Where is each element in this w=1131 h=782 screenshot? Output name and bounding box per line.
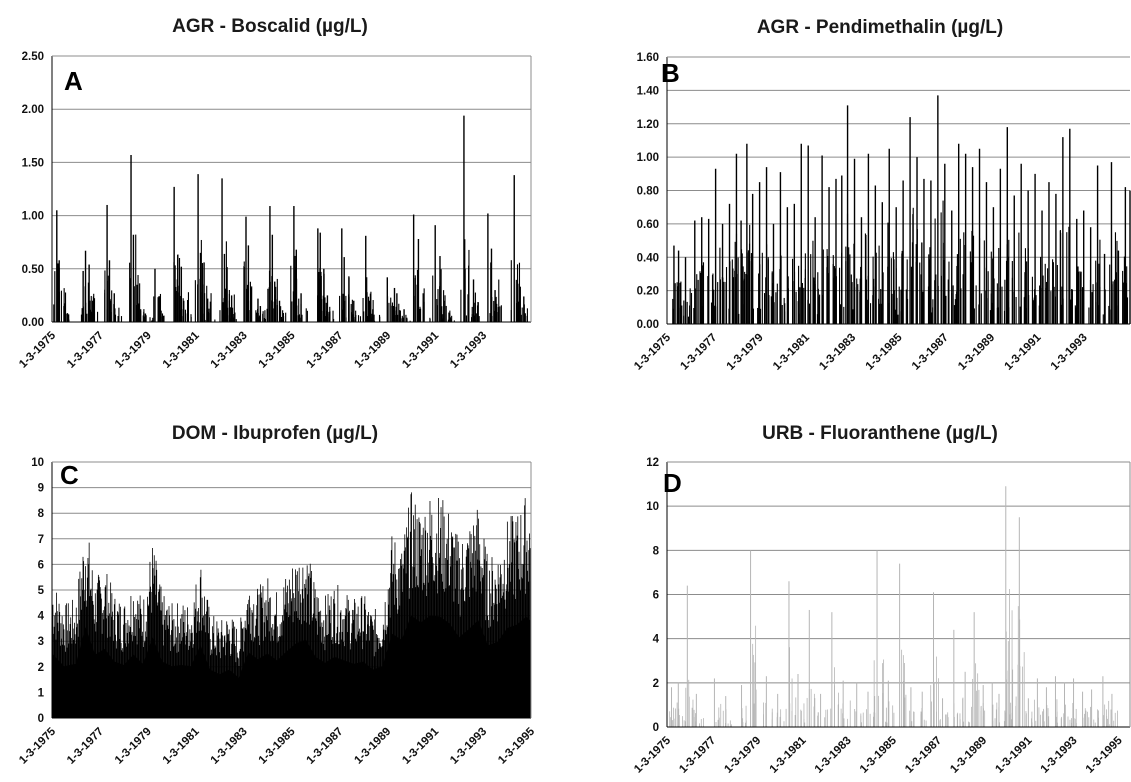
y-tick-label: 0.50 [22,264,44,276]
x-tick-label: 1-3-1985 [864,331,905,372]
x-tick-label: 1-3-1987 [910,332,951,373]
y-tick-label: 2 [38,662,44,674]
chart-title: AGR - Boscalid (µg/L) [172,16,368,37]
y-tick-label: 0 [38,713,44,725]
y-tick-label: 1.20 [637,119,659,131]
x-tick-label: 1-3-1991 [400,725,441,766]
x-tick-label: 1-3-1977 [65,330,106,371]
y-tick-label: 2.00 [22,104,44,116]
y-tick-label: 0.20 [637,286,659,298]
bars [51,492,532,718]
x-tick-label: 1-3-1981 [771,331,812,372]
y-tick-label: 1 [38,687,45,699]
y-tick-label: 0 [653,722,659,734]
x-tick-label: 1-3-1989 [948,735,989,776]
x-tick-label: 1-3-1987 [304,330,345,371]
x-tick-label: 1-3-1979 [722,735,763,776]
panel-letter: C [60,460,79,490]
y-tick-label: 9 [38,483,44,495]
y-tick-label: 4 [653,634,660,646]
y-tick-label: 0.00 [637,319,659,331]
x-tick-label: 1-3-1991 [1002,331,1043,372]
y-tick-label: 6 [38,559,44,571]
x-tick-label: 1-3-1987 [903,735,944,776]
x-tick-label: 1-3-1983 [813,735,854,776]
x-tick-label: 1-3-1991 [400,329,441,370]
x-tick-label: 1-3-1981 [161,329,202,370]
chart-title: URB - Fluoranthene (µg/L) [762,423,998,444]
y-tick-label: 10 [31,457,44,469]
y-tick-label: 2 [653,678,659,690]
y-tick-label: 1.50 [22,157,44,169]
x-tick-label: 1-3-1981 [161,725,202,766]
chart-panel-b: AGR - Pendimethalin (µg/L) 0.00 0.20 0.40 0.… [632,17,1131,373]
x-tick-label: 1-3-1975 [17,725,58,766]
x-tick-label: 1-3-1987 [304,726,345,767]
x-tick-label: 1-3-1991 [993,734,1034,775]
x-tick-label: 1-3-1985 [858,734,899,775]
x-tick-label: 1-3-1977 [678,332,719,373]
x-tick-label: 1-3-1979 [113,726,154,767]
y-tick-label: 10 [646,501,659,513]
y-tick-label: 8 [653,545,660,557]
x-tick-label: 1-3-1977 [65,726,106,767]
bars [53,115,528,322]
x-tick-label: 1-3-1981 [768,734,809,775]
panel-letter: B [661,58,680,88]
y-tick-label: 2.50 [22,51,44,63]
y-tick-label: 1.60 [637,52,659,64]
x-tick-label: 1-3-1989 [352,726,393,767]
x-tick-label: 1-3-1993 [448,330,489,371]
x-tick-label: 1-3-1993 [1039,735,1080,776]
chart-title: DOM - Ibuprofen (µg/L) [172,423,378,444]
x-tick-label: 1-3-1985 [257,329,298,370]
y-tick-label: 3 [38,636,44,648]
chart-panel-d: URB - Fluoranthene (µg/L) 0 2 4 6 8 10 12 D 1-3-1… [632,423,1131,776]
bar-mass [52,615,531,718]
y-tick-label: 6 [653,590,659,602]
x-tick-label: 1-3-1989 [956,332,997,373]
y-tick-label: 1.40 [637,85,659,97]
x-tick-label: 1-3-1993 [448,726,489,767]
panel-letter: A [64,66,83,96]
y-tick-label: 7 [38,534,44,546]
x-tick-label: 1-3-1975 [17,329,58,370]
y-tick-label: 8 [38,508,45,520]
x-tick-label: 1-3-1975 [632,734,673,775]
x-tick-label: 1-3-1995 [1084,734,1125,775]
y-tick-label: 0.60 [637,219,659,231]
y-tick-label: 4 [38,611,45,623]
x-tick-label: 1-3-1983 [209,726,250,767]
y-tick-label: 0.00 [22,317,44,329]
bars [669,486,1118,727]
chart-panel-c: DOM - Ibuprofen (µg/L) 0 1 2 3 4 5 6 7 8 9 10 C 1-3-1… [17,423,537,767]
y-tick-label: 0.80 [637,186,659,198]
chart-panel-a: AGR - Boscalid (µg/L) 0.00 0.50 1.00 1.50 2.0… [17,16,532,371]
x-tick-label: 1-3-1985 [257,725,298,766]
chart-title: AGR - Pendimethalin (µg/L) [757,17,1003,38]
x-tick-label: 1-3-1979 [113,330,154,371]
y-tick-label: 1.00 [637,152,659,164]
x-tick-label: 1-3-1983 [209,330,250,371]
x-tick-label: 1-3-1989 [352,330,393,371]
y-tick-label: 1.00 [22,211,44,223]
y-tick-label: 12 [646,457,659,469]
panel-letter: D [663,468,682,498]
bars [672,95,1131,324]
x-tick-label: 1-3-1975 [632,331,673,372]
y-tick-label: 0.40 [637,252,659,264]
y-tick-label: 5 [38,585,45,597]
x-tick-label: 1-3-1977 [677,735,718,776]
x-tick-label: 1-3-1993 [1049,332,1090,373]
x-tick-label: 1-3-1979 [725,332,766,373]
x-tick-label: 1-3-1995 [496,725,537,766]
x-tick-label: 1-3-1983 [817,332,858,373]
